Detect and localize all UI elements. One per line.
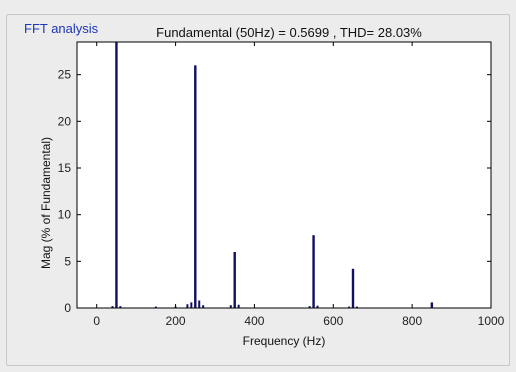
harmonic-spike bbox=[312, 235, 315, 308]
panel-title: FFT analysis bbox=[21, 21, 102, 37]
y-tick-label: 15 bbox=[58, 161, 72, 175]
y-tick-label: 0 bbox=[64, 301, 71, 315]
y-axis-label: Mag (% of Fundamental) bbox=[39, 137, 53, 269]
y-tick-label: 5 bbox=[64, 254, 71, 268]
minor-component-bar bbox=[186, 304, 189, 308]
minor-component-bar bbox=[316, 305, 319, 308]
x-tick-label: 400 bbox=[244, 314, 264, 328]
harmonic-spike bbox=[233, 252, 236, 308]
minor-component-bar bbox=[111, 306, 114, 308]
y-tick-label: 10 bbox=[58, 208, 72, 222]
harmonic-spike bbox=[351, 268, 355, 308]
x-tick-label: 800 bbox=[402, 314, 422, 328]
spectrum-bars bbox=[111, 42, 434, 308]
minor-component-bar bbox=[355, 306, 358, 308]
y-tick-label: 20 bbox=[58, 114, 72, 128]
minor-component-bar bbox=[229, 305, 232, 308]
harmonic-spike bbox=[115, 42, 118, 308]
minor-component-bar bbox=[202, 305, 205, 308]
axes: 0 200 400 600 800 1000 0 5 10 15 20 25 bbox=[58, 42, 505, 328]
x-tick-label: 0 bbox=[93, 314, 100, 328]
minor-component-bar bbox=[308, 306, 311, 308]
x-tick-label: 600 bbox=[323, 314, 343, 328]
minor-component-bar bbox=[190, 302, 193, 308]
plot-area bbox=[77, 42, 491, 308]
y-tick-label: 25 bbox=[58, 68, 72, 82]
harmonic-spike bbox=[430, 302, 434, 308]
chart-title: Fundamental (50Hz) = 0.5699 , THD= 28.03… bbox=[156, 25, 422, 40]
x-axis-label: Frequency (Hz) bbox=[243, 334, 326, 348]
minor-component-bar bbox=[154, 306, 157, 308]
minor-component-bar bbox=[198, 300, 201, 308]
minor-component-bar bbox=[237, 304, 240, 308]
x-tick-label: 1000 bbox=[478, 314, 505, 328]
harmonic-spike bbox=[194, 65, 197, 308]
plot-frame bbox=[76, 41, 492, 309]
minor-component-bar bbox=[119, 306, 122, 308]
minor-component-bar bbox=[348, 306, 351, 308]
x-tick-label: 200 bbox=[166, 314, 186, 328]
